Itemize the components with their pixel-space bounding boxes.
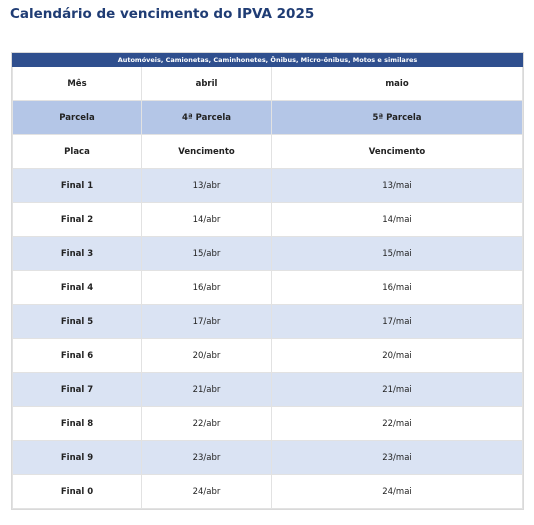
table-cell: 15/abr	[141, 236, 272, 271]
table-row: Final 3 15/abr 15/mai	[12, 236, 523, 271]
table-cell: Vencimento	[141, 134, 272, 169]
banner-cell: Automóveis, Camionetas, Caminhonetes, Ôn…	[12, 53, 523, 67]
table-cell: 20/mai	[271, 338, 523, 373]
page-title: Calendário de vencimento do IPVA 2025	[10, 6, 315, 22]
table-cell: 4ª Parcela	[141, 100, 272, 135]
table-row: Final 2 14/abr 14/mai	[12, 202, 523, 237]
table-cell: 16/abr	[141, 270, 272, 305]
table-cell: 23/mai	[271, 440, 523, 475]
table-body: Automóveis, Camionetas, Caminhonetes, Ôn…	[12, 53, 523, 509]
table-cell: Placa	[12, 134, 142, 169]
table-cell: maio	[271, 66, 523, 101]
table-row: Mês abril maio	[12, 66, 523, 101]
table-cell: 21/abr	[141, 372, 272, 407]
table-cell: abril	[141, 66, 272, 101]
schedule-table: Automóveis, Camionetas, Caminhonetes, Ôn…	[12, 53, 523, 509]
table-row: Final 8 22/abr 22/mai	[12, 406, 523, 441]
table-cell: 20/abr	[141, 338, 272, 373]
table-cell: Parcela	[12, 100, 142, 135]
table-cell: 16/mai	[271, 270, 523, 305]
table-cell: 22/mai	[271, 406, 523, 441]
table-row: Final 0 24/abr 24/mai	[12, 474, 523, 509]
banner-row: Automóveis, Camionetas, Caminhonetes, Ôn…	[12, 53, 523, 67]
table-cell: 5ª Parcela	[271, 100, 523, 135]
table-cell: 13/abr	[141, 168, 272, 203]
table-cell: 14/mai	[271, 202, 523, 237]
table-frame: Automóveis, Camionetas, Caminhonetes, Ôn…	[11, 52, 524, 510]
table-cell: Final 4	[12, 270, 142, 305]
table-cell: Final 1	[12, 168, 142, 203]
table-cell: 14/abr	[141, 202, 272, 237]
table-cell: 17/mai	[271, 304, 523, 339]
table-row: Final 5 17/abr 17/mai	[12, 304, 523, 339]
table-cell: Final 6	[12, 338, 142, 373]
table-cell: 13/mai	[271, 168, 523, 203]
table-row: Parcela 4ª Parcela 5ª Parcela	[12, 100, 523, 135]
table-cell: 17/abr	[141, 304, 272, 339]
table-row: Final 7 21/abr 21/mai	[12, 372, 523, 407]
table-cell: Final 9	[12, 440, 142, 475]
table-cell: Vencimento	[271, 134, 523, 169]
table-cell: Final 5	[12, 304, 142, 339]
table-row: Final 9 23/abr 23/mai	[12, 440, 523, 475]
table-cell: 15/mai	[271, 236, 523, 271]
table-cell: 23/abr	[141, 440, 272, 475]
table-cell: 22/abr	[141, 406, 272, 441]
table-cell: Final 8	[12, 406, 142, 441]
table-cell: Mês	[12, 66, 142, 101]
table-cell: 24/mai	[271, 474, 523, 509]
table-cell: 21/mai	[271, 372, 523, 407]
table-row: Final 1 13/abr 13/mai	[12, 168, 523, 203]
table-row: Placa Vencimento Vencimento	[12, 134, 523, 169]
table-row: Final 4 16/abr 16/mai	[12, 270, 523, 305]
table-cell: 24/abr	[141, 474, 272, 509]
table-cell: Final 2	[12, 202, 142, 237]
table-row: Final 6 20/abr 20/mai	[12, 338, 523, 373]
table-cell: Final 0	[12, 474, 142, 509]
table-cell: Final 7	[12, 372, 142, 407]
table-cell: Final 3	[12, 236, 142, 271]
